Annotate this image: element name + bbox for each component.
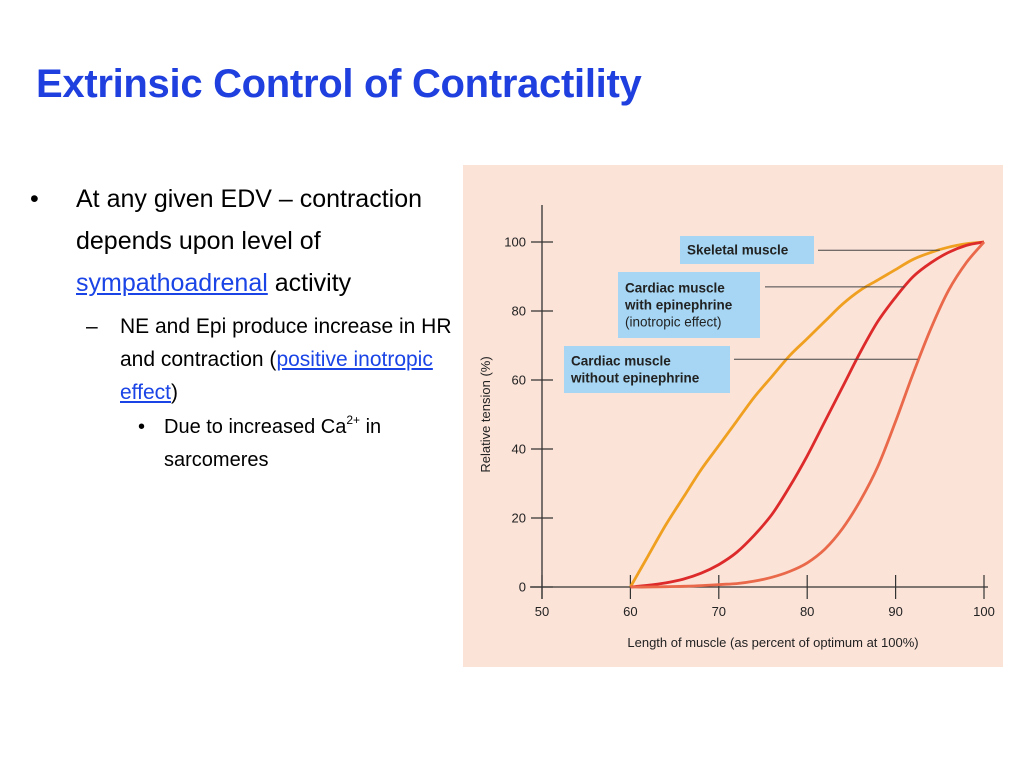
y-tick-label: 20 bbox=[512, 511, 526, 526]
x-tick-label: 100 bbox=[973, 604, 995, 619]
y-axis-label: Relative tension (%) bbox=[478, 356, 493, 472]
annotation-box bbox=[680, 236, 814, 264]
annotation-label: Skeletal muscle bbox=[687, 243, 789, 258]
annotation-label: with epinephrine bbox=[624, 298, 733, 313]
annotation-label: (inotropic effect) bbox=[625, 315, 722, 330]
x-tick-label: 60 bbox=[623, 604, 637, 619]
y-tick-label: 100 bbox=[504, 235, 526, 250]
bullet-text-2b: ) bbox=[170, 381, 178, 404]
y-tick-label: 40 bbox=[512, 442, 526, 457]
length-tension-chart: 0 20 40 60 80 100 50 60 70 80 90 100 Length of muscl… bbox=[478, 205, 995, 650]
link-positive-inotropic-effect[interactable]: positive inotropic effect bbox=[120, 348, 433, 404]
annotation-label: Cardiac muscle bbox=[625, 281, 725, 296]
y-tick-label: 0 bbox=[519, 580, 526, 595]
superscript-charge: 2+ bbox=[346, 413, 361, 427]
annotation-box bbox=[564, 346, 730, 393]
bullet-level-2: – NE and Epi produce increase in HR and … bbox=[86, 310, 460, 409]
bullet-text-3a: Due to increased Ca bbox=[164, 416, 347, 438]
bullet-text-1a: At any given EDV – contraction depends u… bbox=[76, 185, 423, 255]
x-axis-label: Length of muscle (as percent of optimum … bbox=[627, 635, 918, 650]
skeletal-muscle-line bbox=[629, 240, 985, 588]
y-tick-label: 80 bbox=[512, 304, 526, 319]
x-tick-label: 50 bbox=[535, 604, 549, 619]
bullet-dot-icon: • bbox=[138, 416, 146, 438]
chart-figure: 0 20 40 60 80 100 50 60 70 80 90 100 Length of muscl… bbox=[463, 165, 1003, 667]
bullet-text-2a: NE and Epi produce increase in HR and co… bbox=[120, 315, 452, 371]
bullet-level-1: • At any given EDV – contraction depends… bbox=[30, 178, 460, 304]
link-sympathoadrenal[interactable]: sympathoadrenal bbox=[76, 269, 268, 297]
annotation-label: Cardiac muscle bbox=[571, 354, 671, 369]
slide-title: Extrinsic Control of Contractility bbox=[36, 62, 642, 106]
dash-bullet-icon: – bbox=[86, 315, 98, 338]
x-tick-label: 70 bbox=[712, 604, 726, 619]
cardiac-with-epinephrine-line bbox=[630, 240, 985, 589]
x-tick-label: 80 bbox=[800, 604, 814, 619]
annotation-label: without epinephrine bbox=[570, 371, 700, 386]
bullet-list: • At any given EDV – contraction depends… bbox=[30, 178, 460, 477]
x-tick-label: 90 bbox=[888, 604, 902, 619]
y-tick-label: 60 bbox=[512, 373, 526, 388]
bullet-level-3: • Due to increased Ca2+ in sarcomeres bbox=[138, 411, 460, 477]
bullet-text-3b: in sarcomeres bbox=[164, 416, 382, 471]
bullet-text-1b: activity bbox=[267, 269, 352, 297]
annotation-box bbox=[618, 272, 760, 338]
bullet-dot-icon: • bbox=[30, 185, 39, 213]
cardiac-without-epinephrine-line bbox=[630, 241, 986, 589]
